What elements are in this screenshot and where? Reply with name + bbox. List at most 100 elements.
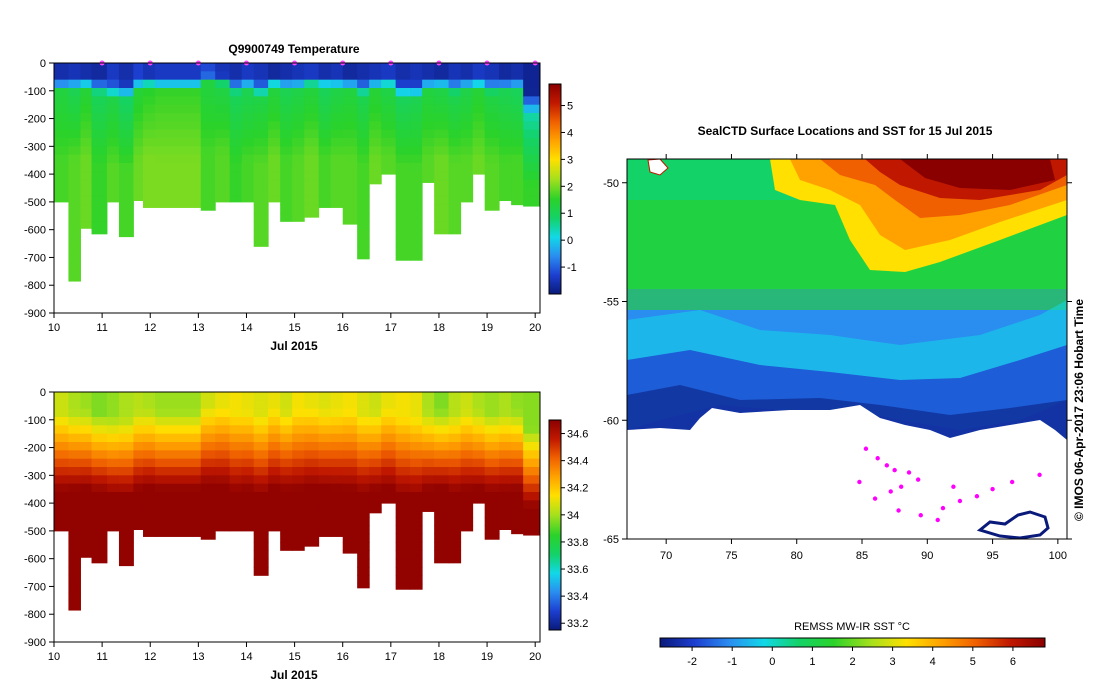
- temperature-cell: [106, 188, 120, 197]
- temperature-cell: [330, 196, 344, 206]
- temperature-cell: [155, 121, 202, 131]
- temperature-cell: [215, 88, 231, 97]
- salinity-cell: [484, 450, 500, 460]
- salinity-cell: [155, 433, 202, 443]
- temperature-cell: [511, 171, 524, 181]
- salinity-cell: [511, 450, 524, 460]
- temperature-cell: [91, 163, 108, 172]
- sal-y-tick-label: -900: [24, 637, 46, 649]
- temperature-cell: [253, 221, 269, 231]
- salinity-cell: [280, 425, 293, 435]
- temperature-cell: [434, 79, 450, 89]
- salinity-cell: [253, 458, 269, 468]
- temperature-colorbar-tick-label: 1: [567, 208, 573, 220]
- temperature-cell: [422, 146, 435, 156]
- salinity-cell: [318, 408, 332, 418]
- temperature-cell: [80, 171, 93, 181]
- salinity-cell: [106, 450, 120, 460]
- temperature-cell: [133, 188, 144, 197]
- temperature-cell: [318, 188, 332, 197]
- salinity-cell: [369, 458, 382, 468]
- temperature-cell: [268, 104, 281, 114]
- salinity-cell: [68, 475, 81, 485]
- salinity-colorbar-tick-label: 34.4: [567, 456, 588, 468]
- seal-location: [918, 513, 923, 518]
- temperature-cell: [448, 129, 462, 139]
- temperature-cell: [318, 63, 332, 72]
- temperature-cell: [330, 171, 344, 181]
- salinity-profile: [229, 392, 243, 532]
- salinity-cell: [448, 458, 462, 468]
- salinity-cell: [54, 458, 69, 468]
- temperature-cell: [91, 121, 108, 131]
- temp-x-tick-label: 17: [385, 322, 397, 334]
- salinity-profile: [499, 392, 512, 530]
- temperature-cell: [395, 96, 411, 106]
- temperature-cell: [484, 138, 500, 147]
- temperature-profile: [304, 63, 320, 218]
- salinity-cell: [460, 450, 474, 460]
- salinity-cell: [342, 392, 358, 401]
- temperature-cell: [484, 79, 500, 89]
- temperature-cell: [280, 171, 293, 181]
- temperature-cell: [330, 129, 344, 139]
- temp-y-tick-label: -500: [24, 197, 46, 209]
- salinity-cell: [80, 392, 93, 401]
- temperature-cell: [434, 96, 450, 106]
- salinity-profile: [143, 392, 156, 537]
- temperature-cell: [253, 104, 269, 114]
- salinity-cell: [91, 458, 108, 468]
- temperature-cell: [304, 121, 320, 131]
- salinity-cell: [68, 483, 81, 493]
- salinity-cell: [422, 475, 435, 485]
- salinity-cell: [511, 475, 524, 485]
- temperature-cell: [292, 104, 305, 114]
- salinity-cell: [330, 475, 344, 485]
- salinity-cell: [484, 400, 500, 410]
- temperature-cell: [357, 229, 370, 239]
- temperature-cell: [511, 121, 524, 131]
- temperature-cell: [381, 129, 397, 139]
- temperature-cell: [395, 213, 411, 222]
- salinity-cell: [229, 525, 243, 532]
- temperature-cell: [448, 146, 462, 156]
- temperature-cell: [118, 138, 134, 147]
- sal-x-tick-label: 15: [288, 651, 300, 663]
- temperature-cell: [342, 163, 358, 172]
- salinity-cell: [410, 492, 423, 501]
- temperature-cell: [304, 63, 320, 72]
- salinity-cell: [80, 500, 93, 510]
- temperature-profile: [395, 63, 411, 261]
- salinity-cell: [106, 425, 120, 435]
- temperature-cell: [268, 121, 281, 131]
- salinity-cell: [54, 525, 69, 532]
- temperature-cell: [91, 229, 108, 235]
- salinity-cell: [143, 517, 156, 526]
- temperature-cell: [268, 163, 281, 172]
- salinity-cell: [155, 517, 202, 526]
- salinity-cell: [448, 525, 462, 535]
- salinity-cell: [268, 417, 281, 426]
- salinity-cell: [434, 425, 450, 435]
- temperature-cell: [381, 79, 397, 89]
- seal-location: [951, 484, 956, 489]
- salinity-cell: [523, 533, 541, 536]
- temperature-profile: [253, 63, 269, 247]
- salinity-cell: [511, 458, 524, 468]
- salinity-cell: [460, 483, 474, 493]
- temperature-cell: [304, 196, 320, 206]
- temperature-cell: [499, 171, 512, 181]
- temperature-cell: [357, 204, 370, 214]
- salinity-cell: [143, 500, 156, 510]
- temperature-cell: [229, 129, 243, 139]
- salinity-cell: [395, 433, 411, 443]
- salinity-cell: [68, 500, 81, 510]
- salinity-profile: [268, 392, 281, 532]
- temperature-cell: [68, 204, 81, 214]
- temperature-cell: [448, 121, 462, 131]
- temperature-cell: [523, 154, 541, 164]
- temperature-cell: [68, 163, 81, 172]
- temperature-cell: [434, 113, 450, 122]
- salinity-cell: [357, 542, 370, 551]
- salinity-cell: [330, 425, 344, 435]
